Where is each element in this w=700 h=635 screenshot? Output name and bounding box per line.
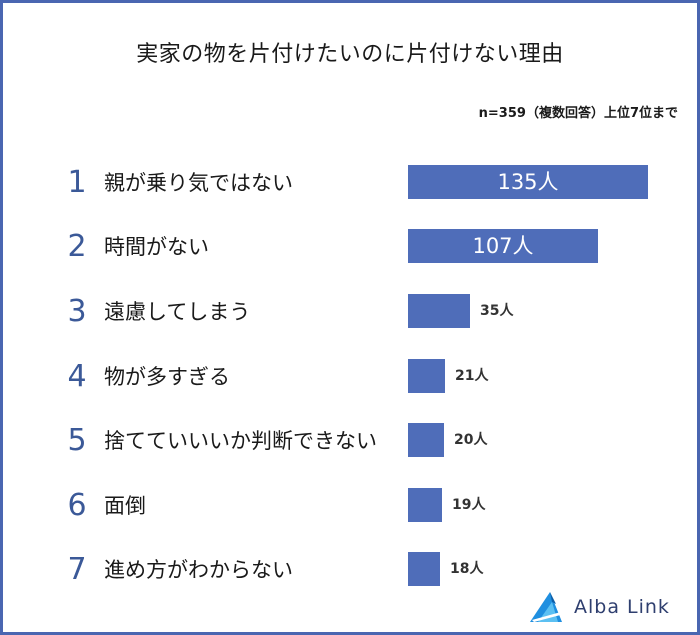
sample-note: n=359（複数回答）上位7位まで: [478, 106, 678, 121]
category-label: 時間がない: [104, 235, 209, 259]
category-label: 親が乗り気ではない: [104, 171, 293, 195]
rank-number: 1: [67, 165, 87, 200]
value-label: 135人: [497, 170, 559, 194]
chart-title: 実家の物を片付けたいのに片付けない理由: [136, 42, 564, 67]
bar-row: 3 遠慮してしまう 35人: [0, 292, 700, 332]
bar-row: 7 進め方がわからない 18人: [0, 550, 700, 590]
bar: [408, 423, 444, 457]
rank-number: 2: [67, 229, 87, 264]
value-label: 18人: [450, 561, 484, 577]
value-label: 35人: [480, 303, 514, 319]
category-label: 進め方がわからない: [104, 558, 293, 582]
category-label: 物が多すぎる: [104, 365, 230, 389]
bar: [408, 488, 442, 522]
rank-number: 3: [67, 294, 87, 329]
value-label: 20人: [454, 432, 488, 448]
category-label: 遠慮してしまう: [104, 300, 251, 324]
rank-number: 6: [67, 488, 87, 523]
bar: [408, 359, 445, 393]
bar-row: 2 時間がない 107人: [0, 227, 700, 267]
category-label: 捨てていいいか判断できない: [104, 429, 377, 453]
bar-row: 5 捨てていいいか判断できない 20人: [0, 421, 700, 461]
value-label: 107人: [472, 234, 534, 258]
value-label: 19人: [452, 497, 486, 513]
bar: [408, 294, 470, 328]
rank-number: 4: [67, 359, 87, 394]
value-label: 21人: [455, 368, 489, 384]
category-label: 面倒: [104, 494, 146, 518]
bar-row: 4 物が多すぎる 21人: [0, 357, 700, 397]
alba-link-logo-icon: [530, 592, 568, 622]
bar: [408, 229, 598, 263]
brand-logo: Alba Link: [528, 590, 688, 624]
bar-row: 6 面倒 19人: [0, 486, 700, 526]
rank-number: 7: [67, 552, 87, 587]
bar: [408, 165, 648, 199]
bar-row: 1 親が乗り気ではない 135人: [0, 163, 700, 203]
rank-number: 5: [67, 423, 87, 458]
bar: [408, 552, 440, 586]
brand-name: Alba Link: [574, 596, 670, 618]
